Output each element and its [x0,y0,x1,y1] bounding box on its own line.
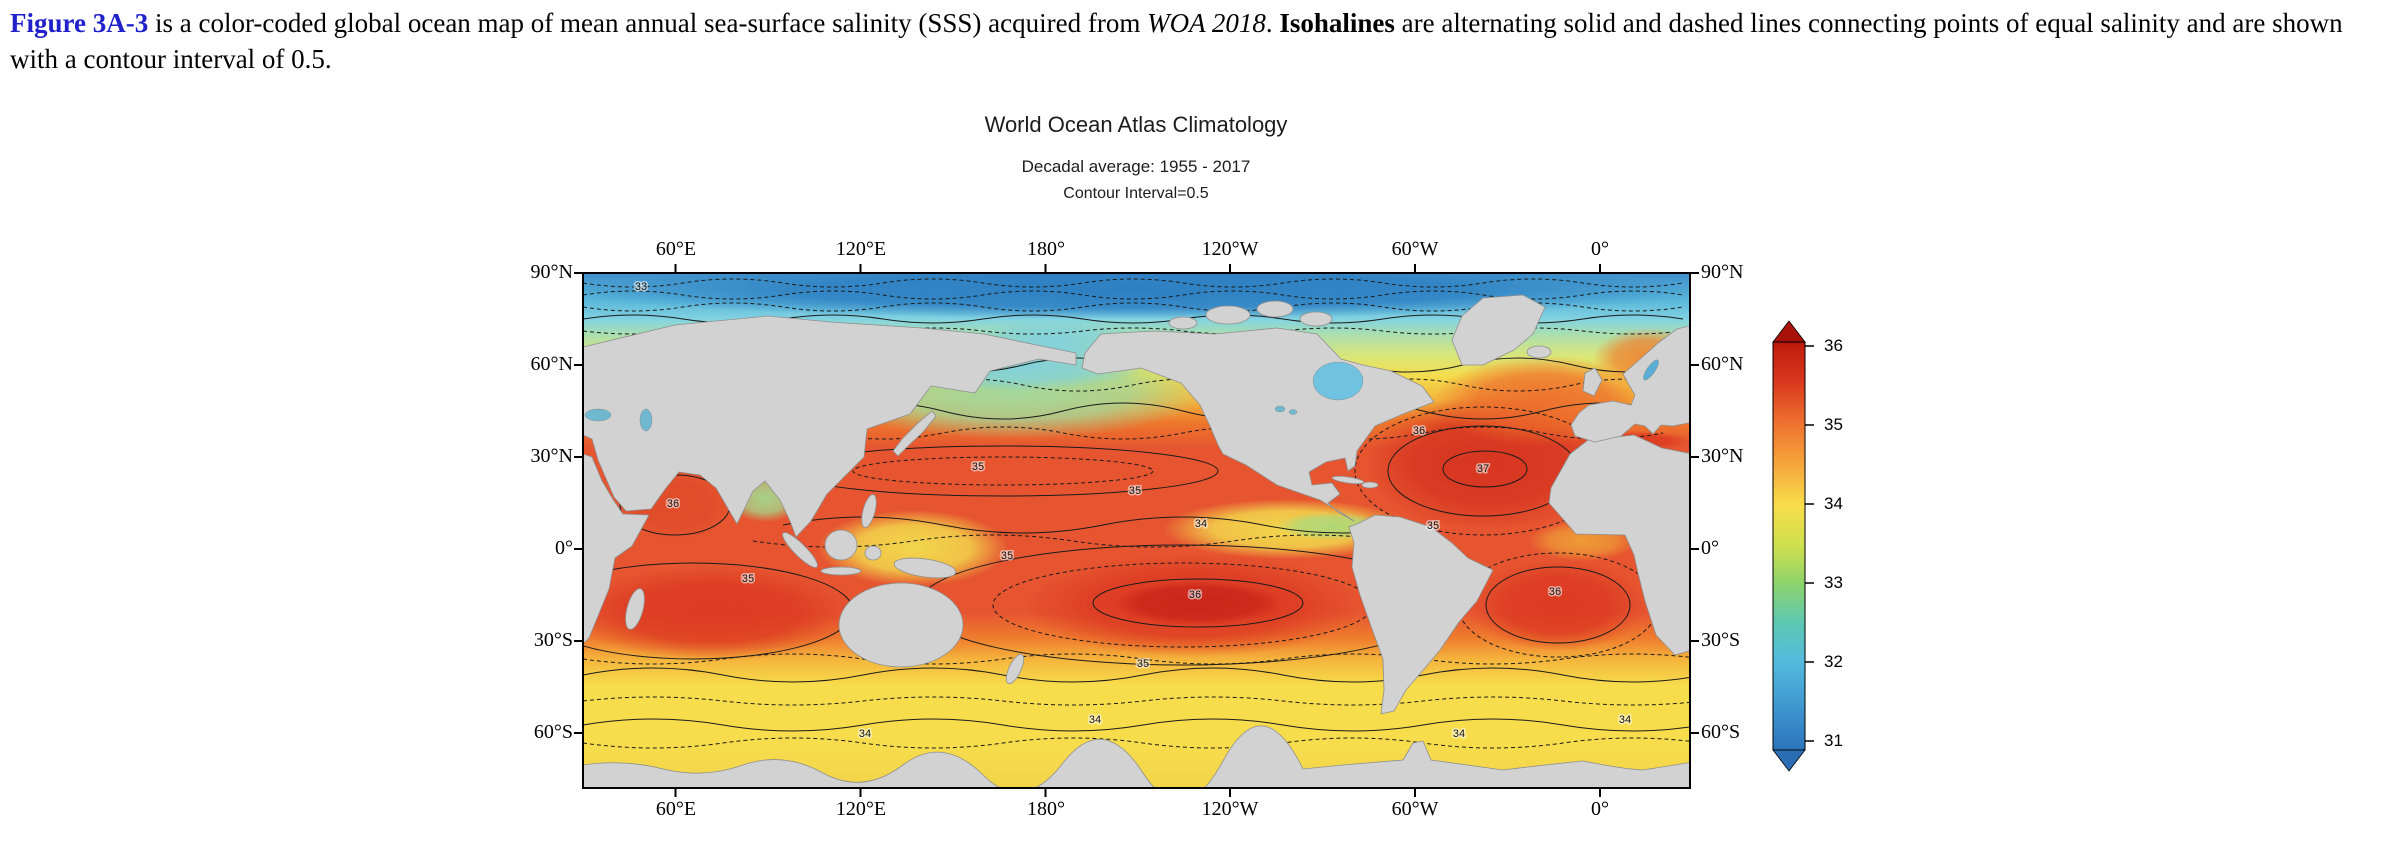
black-sea [584,408,612,422]
colorbar-label: 35 [1824,415,1843,434]
lat-label: 0° [1701,537,1719,559]
svg-text:35: 35 [972,461,984,473]
contour-interval-note: Contour Interval=0.5 [1063,185,1209,202]
figure-subtitle: Decadal average: 1955 - 2017 [1021,157,1251,176]
antarctica [583,725,1690,788]
europe [1570,325,1690,443]
great-lakes [1288,409,1298,415]
svg-text:37: 37 [1477,463,1489,475]
colorbar-arrow-down [1772,749,1806,772]
lat-label: 60°S [1701,721,1741,743]
iceland [1526,345,1552,359]
lon-label: 0° [1591,238,1609,260]
lon-label: 60°W [1391,238,1439,260]
eurasia [583,315,1077,538]
lon-label: 180° [1027,798,1065,820]
new-zealand [1005,653,1025,685]
lat-label: 90°N [530,261,573,283]
madagascar [625,588,645,630]
colorbar-gradient [1772,341,1806,751]
figure-label: Figure 3A-3 [10,8,149,38]
caption-term: Isohalines [1279,8,1395,38]
greenland [1451,294,1546,366]
lon-label: 60°E [655,238,697,260]
baltic-sea [1643,359,1659,381]
svg-text:34: 34 [1619,714,1631,726]
svg-text:35: 35 [1001,550,1013,562]
svg-text:34: 34 [1453,728,1465,740]
colorbar-ticks [1805,345,1814,742]
lon-label: 120°W [1201,798,1259,820]
colorbar [1772,320,1814,772]
new-guinea [893,557,957,579]
australia [838,582,964,668]
caption-text: . [1265,8,1280,38]
figure-caption: Figure 3A-3 is a color-coded global ocea… [10,6,2372,77]
caption-source: WOA 2018 [1147,8,1266,38]
arctic-island [1168,316,1198,330]
svg-text:34: 34 [859,728,871,740]
arctic-island [1256,300,1294,318]
british-isles [1582,367,1603,397]
lon-label: 120°E [835,798,887,820]
colorbar-label: 34 [1824,494,1843,513]
lon-label: 120°W [1201,238,1259,260]
great-lakes [1274,405,1286,413]
svg-text:36: 36 [1549,586,1561,598]
japan [892,410,937,457]
svg-text:34: 34 [1195,518,1207,530]
colorbar-arrow-up [1772,320,1806,343]
svg-text:34: 34 [1089,714,1101,726]
lat-label: 30°N [530,445,573,467]
svg-text:35: 35 [742,573,754,585]
philippines [861,494,877,528]
lon-label: 120°E [835,238,887,260]
cuba [1331,475,1365,485]
hudson-bay [1312,361,1364,401]
lon-label: 0° [1591,798,1609,820]
caption-text: are alternating solid and dashed lines c… [10,8,2343,74]
svg-text:35: 35 [1137,658,1149,670]
inland-seas [584,359,1659,432]
lat-label: 30°S [533,629,573,651]
salinity-map: 33 35 35 34 35 36 35 34 34 34 34 36 37 3… [574,264,1699,797]
land-layer [583,294,1690,788]
sulawesi [864,545,882,561]
lon-label: 60°W [1391,798,1439,820]
borneo [824,529,858,561]
lon-label: 60°E [655,798,697,820]
colorbar-label: 31 [1824,731,1843,750]
caption-text: is a color-coded global ocean map of mea… [148,8,1148,38]
figure-title: World Ocean Atlas Climatology [984,112,1288,137]
contour-labels: 33 35 35 34 35 36 35 34 34 34 34 36 37 3… [633,280,1632,742]
lon-label: 180° [1027,238,1065,260]
arctic-island [1299,311,1333,327]
lat-label: 60°N [1701,353,1744,375]
south-america [1348,514,1494,715]
axis-ticks [574,264,1699,797]
africa-east [583,453,650,645]
lat-label: 0° [555,537,573,559]
colorbar-label: 36 [1824,336,1843,355]
svg-text:36: 36 [1413,425,1425,437]
lat-label: 60°S [533,721,573,743]
svg-text:36: 36 [667,498,679,510]
hispaniola [1361,481,1379,489]
svg-text:35: 35 [1129,485,1141,497]
lat-label: 30°N [1701,445,1744,467]
arctic-island [1205,305,1251,325]
caspian-sea [639,408,653,432]
lat-label: 30°S [1701,629,1741,651]
java [820,566,862,576]
svg-text:35: 35 [1427,520,1439,532]
colorbar-label: 32 [1824,652,1843,671]
lat-label: 60°N [530,353,573,375]
svg-text:36: 36 [1189,589,1201,601]
svg-text:33: 33 [635,281,647,293]
map-frame [582,272,1691,789]
colorbar-label: 33 [1824,573,1843,592]
lat-label: 90°N [1701,261,1744,283]
sumatra [782,532,818,568]
